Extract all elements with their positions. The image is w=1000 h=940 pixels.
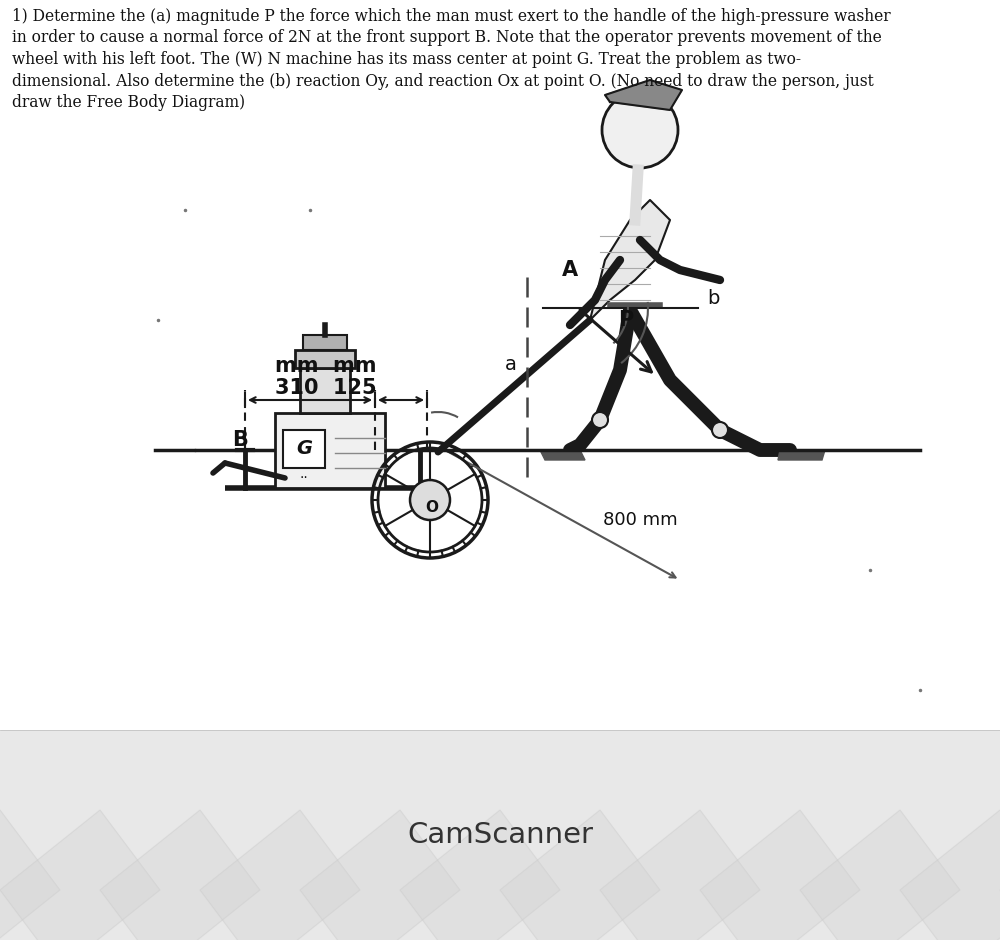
- Circle shape: [410, 480, 450, 520]
- Polygon shape: [100, 810, 260, 940]
- Bar: [300, 368, 350, 413]
- Text: ..: ..: [300, 467, 308, 481]
- Bar: [283, 430, 325, 468]
- Bar: [275, 413, 385, 488]
- Text: P: P: [618, 310, 634, 330]
- Polygon shape: [0, 810, 160, 940]
- Bar: [295, 350, 355, 368]
- Text: a: a: [505, 355, 517, 374]
- Bar: [0, 730, 1000, 940]
- Polygon shape: [200, 810, 360, 940]
- Polygon shape: [800, 810, 960, 940]
- Polygon shape: [700, 810, 860, 940]
- Text: 310  125: 310 125: [275, 378, 377, 398]
- Polygon shape: [900, 810, 1000, 940]
- Circle shape: [712, 422, 728, 438]
- Text: A: A: [562, 260, 578, 280]
- Circle shape: [602, 92, 678, 168]
- Polygon shape: [600, 810, 760, 940]
- Polygon shape: [500, 810, 660, 940]
- Text: 1) Determine the (a) magnitude P the force which the man must exert to the handl: 1) Determine the (a) magnitude P the for…: [12, 8, 891, 25]
- Text: b: b: [707, 289, 719, 307]
- Polygon shape: [540, 450, 585, 460]
- Text: dimensional. Also determine the (b) reaction Oy, and reaction Ox at point O. (No: dimensional. Also determine the (b) reac…: [12, 72, 874, 89]
- Text: mm  mm: mm mm: [275, 356, 377, 376]
- Text: 800 mm: 800 mm: [603, 511, 677, 529]
- Text: CamScanner: CamScanner: [407, 821, 593, 849]
- Text: wheel with his left foot. The (W) N machine has its mass center at point G. Trea: wheel with his left foot. The (W) N mach…: [12, 51, 801, 68]
- Bar: [303, 335, 347, 350]
- Text: in order to cause a normal force of 2N at the front support B. Note that the ope: in order to cause a normal force of 2N a…: [12, 29, 882, 46]
- Polygon shape: [778, 450, 825, 460]
- Text: draw the Free Body Diagram): draw the Free Body Diagram): [12, 94, 245, 111]
- Text: O: O: [426, 500, 438, 515]
- Polygon shape: [0, 810, 60, 940]
- Polygon shape: [605, 80, 682, 110]
- Text: G: G: [296, 438, 312, 458]
- Text: B: B: [232, 430, 248, 450]
- Circle shape: [592, 412, 608, 428]
- Polygon shape: [400, 810, 560, 940]
- Polygon shape: [590, 200, 670, 320]
- Polygon shape: [300, 810, 460, 940]
